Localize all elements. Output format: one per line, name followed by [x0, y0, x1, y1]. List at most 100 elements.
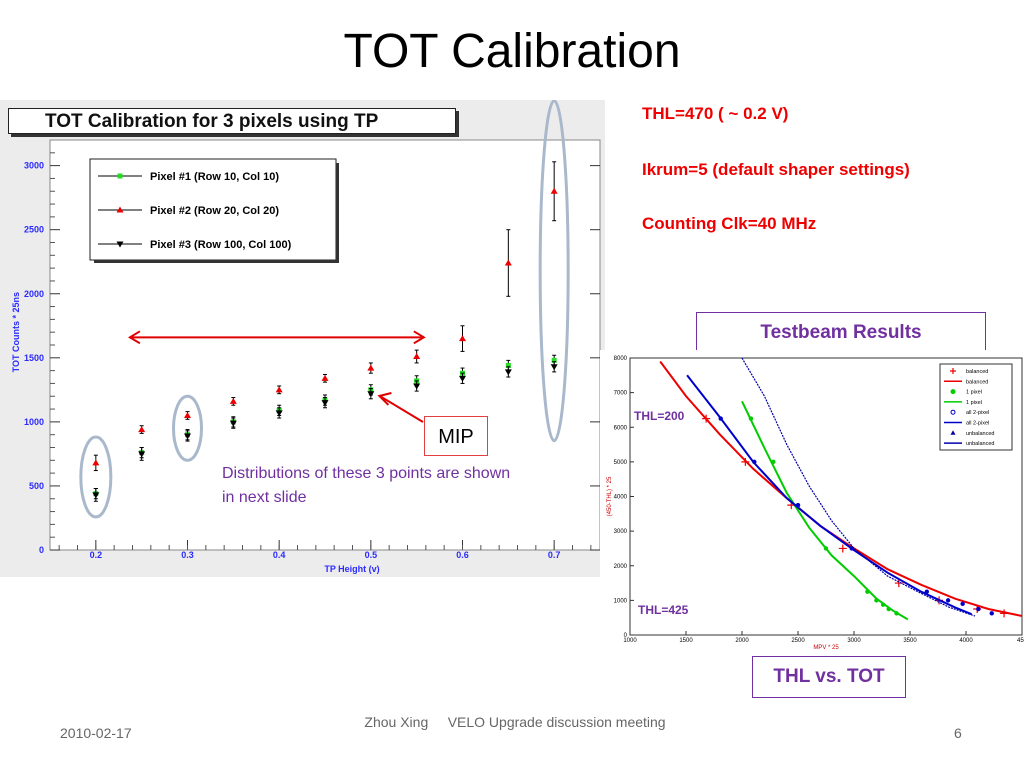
data-point	[367, 391, 375, 398]
page-number: 6	[954, 725, 962, 741]
data-point	[184, 411, 191, 418]
data-point	[505, 363, 511, 368]
y-tick-label: 7000	[614, 391, 628, 397]
data-point	[321, 374, 329, 381]
series-3	[92, 361, 558, 502]
x-tick-label: 3500	[903, 638, 917, 644]
mip-arrow-head	[377, 391, 392, 406]
curve-series-4	[741, 357, 976, 617]
x-tick-label: 0.5	[365, 550, 378, 560]
legend-shadow	[94, 260, 339, 263]
mip-arrow	[380, 396, 424, 423]
thl425-label: THL=425	[638, 603, 689, 617]
thl-vs-tot-chart: 0 1000 2000 3000 4000 5000 6000 7000 8000 1000 150…	[600, 350, 1024, 651]
legend: balanced balanced 1 pixel 1 pixel all 2-pixe…	[939, 363, 1013, 451]
legend-label: balanced	[966, 369, 988, 375]
data-point	[550, 364, 558, 371]
data-point	[865, 589, 870, 594]
fit-curve	[686, 374, 972, 616]
legend: Pixel #1 (Row 10, Col 10) Pixel #2 (Row 2…	[89, 158, 339, 263]
highlight-ellipse-07	[538, 99, 570, 443]
thl-vs-tot-label: THL vs. TOT	[752, 656, 906, 698]
highlight-ellipse-02	[79, 435, 113, 519]
data-point	[748, 416, 754, 421]
footer-event: VELO Upgrade discussion meeting	[447, 714, 666, 730]
data-point	[413, 353, 421, 360]
data-point	[459, 335, 466, 342]
left-chart-title: TOT Calibration for 3 pixels using TP	[8, 108, 456, 134]
y-tick-label: 0	[39, 545, 44, 555]
data-point	[504, 259, 512, 266]
data-point	[92, 459, 100, 466]
data-point	[229, 420, 237, 427]
legend-label: unbalanced	[966, 441, 994, 447]
y-tick-label: 4000	[614, 495, 628, 501]
x-tick-label: 2500	[791, 638, 805, 644]
tot-calibration-plot: 0 500 1000 1500 2000 2500 3000 0.2 0.3 0.4 0.5 0.6 0…	[11, 99, 601, 574]
data-point	[1000, 609, 1009, 618]
legend-label: 1 pixel	[966, 390, 982, 396]
clock-setting: Counting Clk=40 MHz	[642, 214, 817, 233]
y-tick-label: 2500	[24, 225, 44, 235]
data-point	[551, 357, 557, 363]
data-point	[989, 611, 994, 616]
testbeam-results-label: Testbeam Results	[696, 312, 986, 354]
legend-marker	[117, 173, 123, 179]
legend-label: unbalanced	[966, 431, 994, 437]
legend-label: all 2-pixel	[966, 410, 989, 416]
data-point	[92, 492, 100, 499]
y-tick-label: 0	[624, 633, 628, 639]
x-tick-label: 0.2	[90, 550, 103, 560]
legend-marker	[950, 430, 956, 435]
data-point	[880, 602, 886, 607]
legend-label: Pixel #1 (Row 10, Col 10)	[150, 171, 279, 183]
y-tick-label: 500	[29, 481, 44, 491]
data-point	[838, 544, 847, 553]
data-point	[945, 598, 951, 603]
y-tick-label: 5000	[614, 460, 628, 466]
y-tick-label: 8000	[614, 356, 628, 362]
y-tick-label: 1000	[614, 598, 628, 604]
fit-curve	[741, 357, 976, 617]
distributions-note: Distributions of these 3 points are show…	[222, 465, 511, 506]
data-point	[886, 606, 891, 612]
data-point	[823, 546, 829, 551]
x-tick-label: 1500	[679, 638, 693, 644]
legend-marker	[950, 389, 956, 395]
legend-marker	[950, 409, 956, 415]
x-tick-label: 1000	[623, 638, 637, 644]
highlight-ellipse-03	[172, 394, 203, 462]
y-tick-label: 3000	[24, 161, 44, 171]
range-arrow-head-right	[413, 330, 426, 345]
x-axis-label: MPV * 25	[813, 645, 839, 650]
x-tick-label: 450	[1017, 638, 1024, 644]
legend-label: balanced	[966, 379, 988, 385]
x-tick-label: 0.4	[273, 550, 286, 560]
y-axis-label: (450-THL) * 25	[607, 476, 613, 516]
data-point	[138, 451, 146, 458]
mip-box: MIP	[424, 416, 488, 456]
y-tick-label: 3000	[614, 529, 628, 535]
legend-label: all 2-pixel	[966, 421, 989, 427]
footer-author: Zhou Xing	[364, 714, 429, 730]
thl-setting: THL=470 ( ~ 0.2 V)	[642, 104, 789, 123]
data-point	[504, 369, 512, 376]
data-point	[138, 426, 146, 433]
legend-shadow	[336, 163, 339, 263]
x-axis-label: TP Height (v)	[324, 564, 379, 574]
x-tick-label: 0.3	[181, 550, 194, 560]
data-point	[924, 589, 929, 594]
legend-box	[939, 363, 1013, 451]
legend-marker	[116, 206, 124, 213]
thl200-label: THL=200	[634, 409, 685, 423]
data-point	[275, 386, 283, 393]
data-point	[229, 397, 237, 404]
data-point	[413, 383, 421, 390]
x-tick-label: 0.7	[548, 550, 561, 560]
data-point	[184, 433, 191, 440]
ikrum-setting: Ikrum=5 (default shaper settings)	[642, 160, 910, 179]
data-point	[321, 400, 329, 407]
legend-marker	[116, 241, 124, 248]
data-point	[976, 606, 981, 612]
